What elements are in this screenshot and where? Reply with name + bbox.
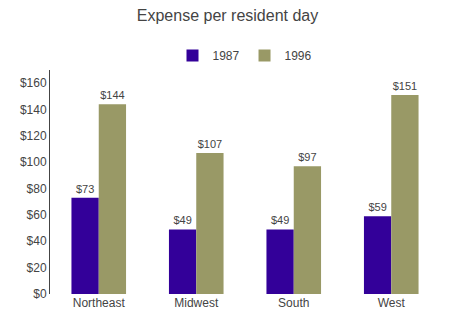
svg-text:$73: $73 xyxy=(76,183,94,195)
svg-text:$40: $40 xyxy=(27,234,47,248)
svg-text:West: West xyxy=(378,296,406,310)
svg-text:$160: $160 xyxy=(20,76,47,90)
svg-text:$0: $0 xyxy=(33,287,47,301)
svg-text:$151: $151 xyxy=(393,80,417,92)
svg-text:$107: $107 xyxy=(198,138,222,150)
svg-text:$144: $144 xyxy=(100,89,124,101)
svg-text:$80: $80 xyxy=(27,182,47,196)
svg-text:Midwest: Midwest xyxy=(174,296,219,310)
svg-text:$20: $20 xyxy=(27,261,47,275)
svg-text:1987: 1987 xyxy=(213,49,240,63)
svg-text:$59: $59 xyxy=(368,201,386,213)
svg-text:$140: $140 xyxy=(20,103,47,117)
svg-text:$49: $49 xyxy=(173,214,191,226)
svg-text:$60: $60 xyxy=(27,208,47,222)
svg-text:1996: 1996 xyxy=(285,49,312,63)
svg-text:$100: $100 xyxy=(20,155,47,169)
svg-text:$120: $120 xyxy=(20,129,47,143)
svg-text:Expense per resident day: Expense per resident day xyxy=(137,7,318,24)
svg-text:South: South xyxy=(278,296,309,310)
svg-text:$49: $49 xyxy=(271,214,289,226)
svg-text:$97: $97 xyxy=(298,151,316,163)
svg-text:Northeast: Northeast xyxy=(73,296,126,310)
